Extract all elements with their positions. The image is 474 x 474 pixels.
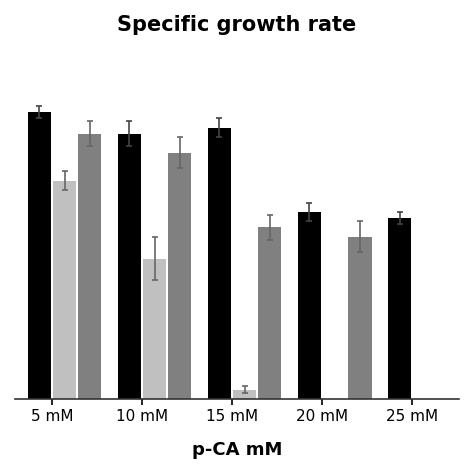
Bar xyxy=(143,259,166,399)
Bar xyxy=(27,112,51,399)
X-axis label: p-CA mM: p-CA mM xyxy=(192,441,282,459)
Bar xyxy=(388,218,411,399)
Bar xyxy=(118,134,141,399)
Bar xyxy=(298,212,321,399)
Bar xyxy=(53,181,76,399)
Bar xyxy=(348,237,372,399)
Bar xyxy=(78,134,101,399)
Bar xyxy=(168,153,191,399)
Title: Specific growth rate: Specific growth rate xyxy=(118,15,356,35)
Bar xyxy=(258,228,282,399)
Bar xyxy=(208,128,231,399)
Bar xyxy=(233,390,256,399)
